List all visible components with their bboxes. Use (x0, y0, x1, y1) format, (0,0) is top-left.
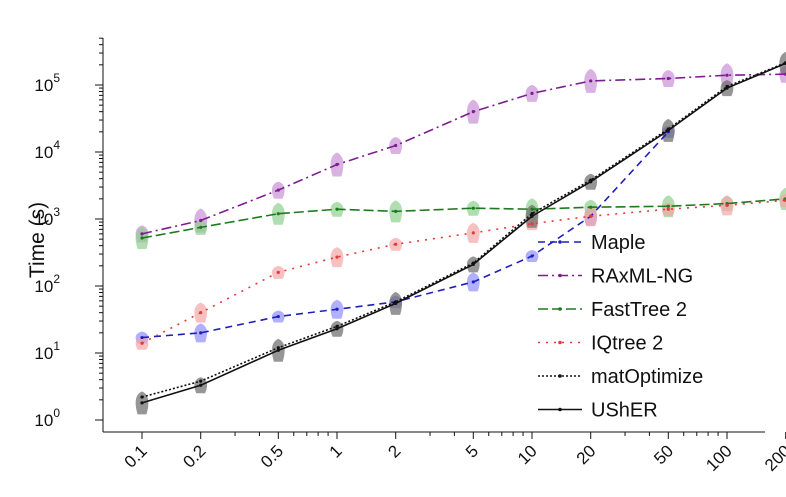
data-point-raxml-ng (335, 162, 339, 167)
x-tick-label: 10 (514, 441, 541, 468)
series-line-raxml-ng (141, 73, 786, 235)
data-point-usher (199, 383, 203, 387)
data-point-iqtree-2 (589, 214, 593, 218)
legend-marker-raxml-ng (558, 273, 562, 278)
legend-label-matoptimize: matOptimize (591, 366, 703, 388)
data-point-fasttree-2 (394, 209, 398, 213)
data-point-usher (471, 262, 475, 267)
data-point-usher (335, 327, 339, 331)
x-tick-label: 0.2 (179, 441, 209, 471)
x-tick-label: 20 (573, 441, 600, 468)
data-point-iqtree-2 (394, 242, 398, 246)
data-point-maple (199, 331, 203, 335)
legend: Maple RAxML-NG FastTree 2 IQtree 2 matOptimi… (538, 232, 703, 422)
legend-label-fasttree-2: FastTree 2 (591, 299, 687, 321)
y-axis-title: Time (s) (26, 202, 49, 278)
data-point-iqtree-2 (530, 222, 534, 226)
data-point-usher (589, 180, 593, 184)
y-tick-label: 101 (34, 339, 60, 363)
y-tick-label: 104 (34, 138, 60, 162)
data-point-fasttree-2 (666, 204, 670, 208)
data-point-fasttree-2 (199, 225, 203, 229)
x-tick-label: 0.5 (257, 441, 287, 471)
data-point-maple (276, 314, 280, 319)
data-point-raxml-ng (589, 79, 593, 83)
axes (102, 38, 765, 433)
data-point-fasttree-2 (589, 205, 593, 209)
x-tick-label: 5 (462, 441, 482, 461)
x-tick-label: 200 (761, 441, 786, 474)
data-point-iqtree-2 (335, 255, 339, 259)
data-point-iqtree-2 (140, 341, 144, 345)
data-point-usher (530, 214, 534, 218)
data-point-fasttree-2 (276, 212, 280, 216)
data-point-raxml-ng (276, 188, 280, 192)
data-point-raxml-ng (394, 143, 398, 148)
x-tick-label: 1 (326, 441, 346, 461)
data-point-iqtree-2 (199, 311, 203, 315)
legend-label-usher: UShER (591, 400, 658, 422)
data-point-iqtree-2 (471, 231, 475, 235)
data-point-fasttree-2 (335, 207, 339, 211)
legend-label-iqtree-2: IQtree 2 (591, 333, 663, 355)
series-line-matoptimize (141, 61, 786, 398)
x-tick-label: 50 (650, 441, 677, 468)
data-point-raxml-ng (199, 218, 203, 223)
legend-label-maple: Maple (591, 232, 645, 254)
series-line-maple (141, 131, 669, 339)
data-point-matoptimize (530, 212, 534, 216)
data-point-raxml-ng (530, 91, 534, 95)
data-point-raxml-ng (140, 232, 144, 236)
data-point-matoptimize (335, 324, 339, 328)
x-tick-label: 0.1 (121, 441, 151, 471)
x-ticks: 0.10.20.51251020501002005001,000 (121, 432, 786, 475)
y-tick-label: 100 (34, 406, 60, 430)
data-point-fasttree-2 (530, 207, 534, 211)
data-point-usher (140, 401, 144, 405)
data-point-matoptimize (140, 395, 144, 399)
data-point-usher (276, 348, 280, 352)
data-point-iqtree-2 (666, 207, 670, 211)
violins-layer (135, 51, 786, 415)
data-point-iqtree-2 (725, 203, 729, 207)
data-point-maple (335, 307, 339, 311)
data-point-fasttree-2 (471, 206, 475, 210)
data-point-maple (140, 335, 144, 340)
data-point-fasttree-2 (140, 236, 144, 240)
data-point-raxml-ng (725, 73, 729, 77)
data-point-iqtree-2 (276, 270, 280, 274)
data-point-raxml-ng (666, 76, 670, 81)
legend-marker-iqtree-2 (558, 340, 562, 345)
data-point-usher (725, 86, 729, 90)
legend-marker-fasttree-2 (558, 307, 562, 311)
data-point-matoptimize (276, 346, 280, 350)
legend-marker-maple (558, 240, 562, 244)
legend-label-raxml-ng: RAxML-NG (591, 266, 693, 288)
data-point-raxml-ng (471, 110, 475, 114)
data-point-maple (471, 280, 475, 284)
x-tick-label: 2 (384, 441, 404, 461)
legend-marker-matoptimize (558, 374, 562, 378)
y-tick-label: 105 (34, 71, 60, 95)
data-point-maple (530, 254, 534, 258)
x-tick-label: 100 (702, 441, 735, 474)
data-point-usher (394, 301, 398, 305)
legend-marker-usher (558, 407, 562, 412)
series-lines-layer (140, 61, 786, 405)
data-point-matoptimize (199, 379, 203, 383)
data-point-usher (666, 128, 670, 133)
series-line-fasttree-2 (141, 198, 786, 239)
